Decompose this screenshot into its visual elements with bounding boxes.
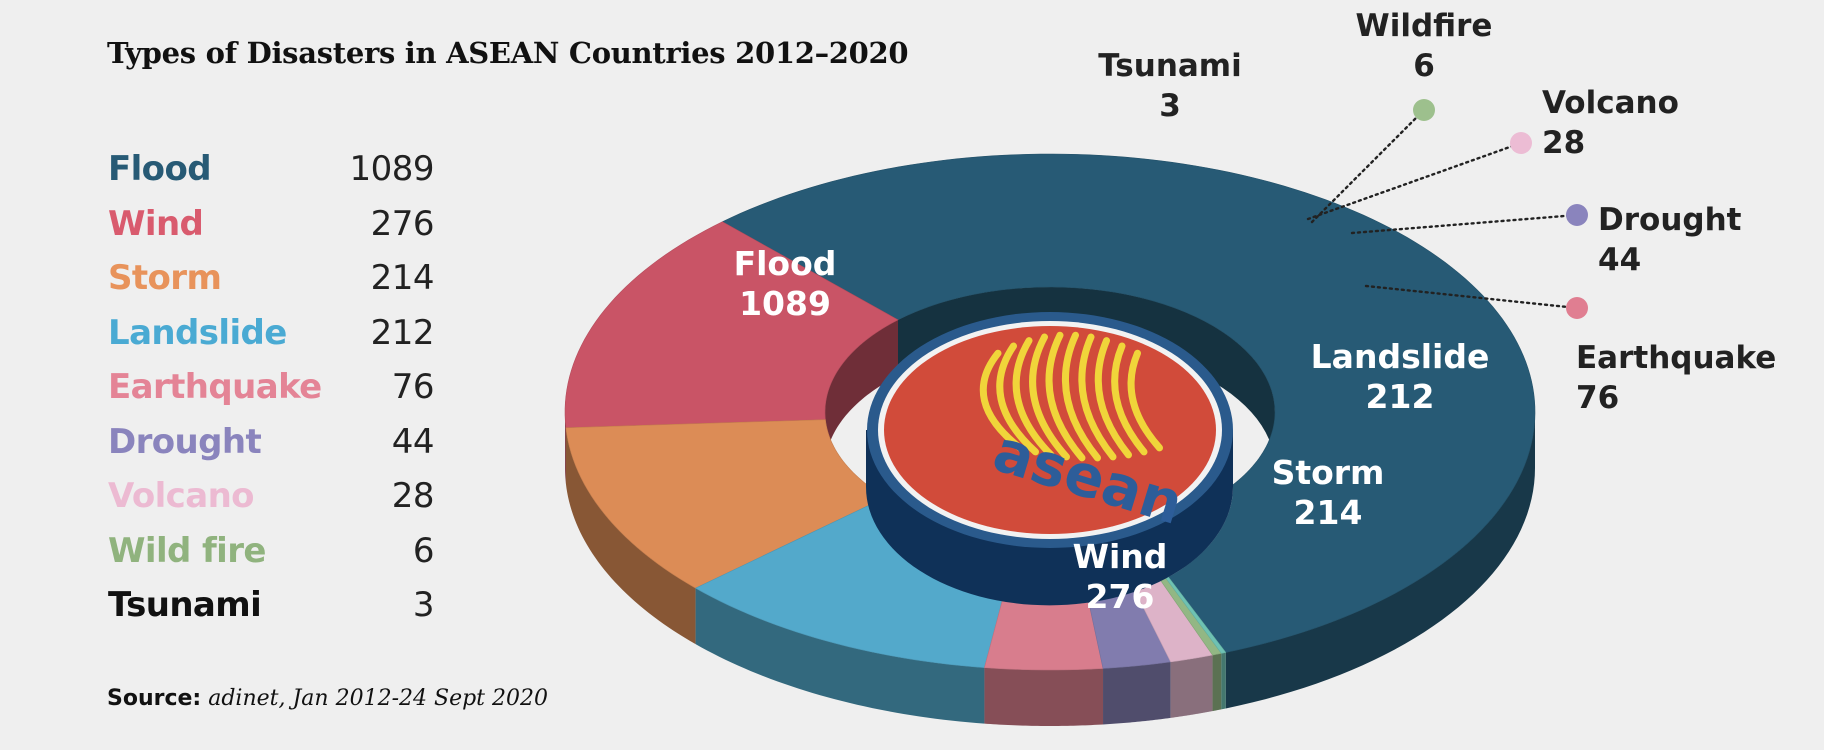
slice-side-storm [565,427,696,645]
slice-side-earthquake [984,667,1104,726]
callout-name: Volcano [1542,85,1679,121]
callout-value: 76 [1576,380,1619,416]
slice-side-drought [1103,661,1171,725]
slice-side-volcano [1170,655,1213,718]
slice-label-name: Wind [1073,537,1168,576]
legend-value: 6 [412,530,435,571]
slice-side-wildfire [1212,653,1222,712]
legend-label: Tsunami [108,585,262,625]
rice-stalk [1062,331,1101,462]
callout-value: 44 [1598,242,1641,278]
legend-item: Drought 44 [108,419,435,474]
legend-label: Volcano [108,476,255,516]
chart-title: Types of Disasters in ASEAN Countries 20… [107,36,909,70]
slice-label-name: Landslide [1311,337,1490,376]
rice-stalk [1012,337,1055,459]
legend-value: 3 [412,585,435,625]
rice-stalk [1029,333,1070,461]
legend-item: Flood 1089 [108,146,434,201]
legend-item: Tsunami 3 [108,582,435,637]
legend-value: 276 [370,203,435,244]
legend-item: Volcano 28 [108,473,435,528]
callout-name: Wildfire [1356,8,1493,44]
callout-name: Earthquake [1576,340,1776,376]
source-note: Source: adinet, Jan 2012-24 Sept 2020 [107,686,548,711]
slice-side-tsunami [1221,652,1226,710]
slice-inner-wall-wind [825,319,898,468]
callout-leader-line [1364,284,1579,310]
legend-value: 76 [391,367,435,407]
legend-item: Storm 214 [108,255,435,310]
rice-stalk [996,342,1039,456]
slice-label-name: Flood [734,244,837,283]
slice-label-value: 276 [1086,577,1155,616]
callout-dot [1413,99,1435,121]
rice-stalks [979,331,1163,462]
rice-stalk [1045,331,1086,462]
legend-label: Storm [108,258,222,298]
legend-label: Wind [108,203,204,244]
legend-label: Earthquake [108,367,322,407]
slice-side-wind [565,412,566,484]
legend-item: Landslide 212 [108,310,435,365]
legend-label: Landslide [108,312,287,353]
legend-value: 212 [370,312,435,353]
slice-side-flood [1225,412,1535,709]
slice-label-value: 212 [1366,377,1435,416]
legend-item: Wild fire 6 [108,528,435,583]
legend: Flood 1089 Wind 276 Storm 214 Landslide 212 Eart… [108,146,435,637]
rice-stalk [1078,333,1117,461]
asean-logo: asean [866,312,1233,606]
callout-leader-line [1350,213,1579,235]
callout-leader-line [1306,141,1523,221]
callout-name: Drought [1598,202,1742,238]
callout-value: 6 [1413,48,1435,84]
legend-value: 214 [370,258,435,298]
rice-stalk [1094,337,1132,459]
callout-name: Tsunami [1098,48,1241,84]
callout-dot [1566,204,1588,226]
rice-stalk [979,349,1024,452]
callout-leader-line [1310,108,1426,224]
callouts: Tsunami 3 Wildfire 6 Volcano 28 Drought 44 Earth… [1098,8,1776,416]
slice-label-name: Storm [1272,453,1385,492]
legend-value: 28 [391,476,435,516]
slice-label-value: 1089 [739,284,831,323]
legend-item: Earthquake 76 [108,364,435,419]
slice-label-value: 214 [1294,493,1363,532]
legend-label: Wild fire [108,530,266,571]
callout-dot [1566,297,1588,319]
legend-value: 44 [391,421,435,462]
legend-label: Flood [108,149,212,189]
callout-value: 3 [1159,88,1181,124]
legend-item: Wind 276 [108,201,435,256]
legend-value: 1089 [349,149,434,189]
rice-stalk [1127,349,1163,452]
source-label: Source: [107,686,202,711]
callout-value: 28 [1542,125,1585,161]
legend-label: Drought [108,421,262,462]
rice-stalk [1111,342,1148,456]
callout-dot [1510,132,1532,154]
source-text: adinet, Jan 2012-24 Sept 2020 [208,686,548,711]
